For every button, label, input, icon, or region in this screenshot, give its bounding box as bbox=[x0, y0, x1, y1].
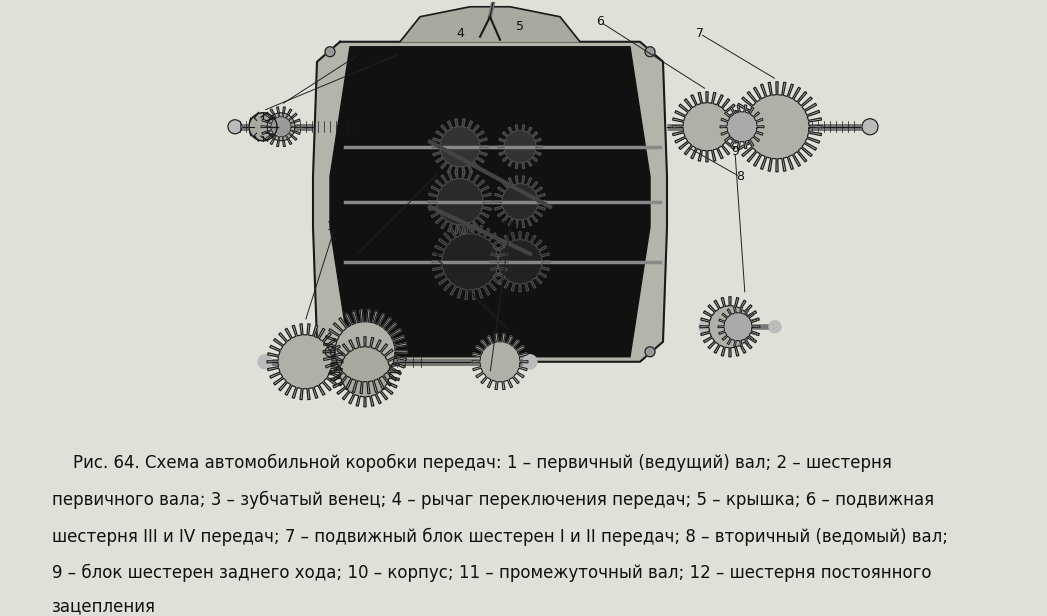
Text: 1: 1 bbox=[351, 250, 359, 263]
Circle shape bbox=[325, 347, 335, 357]
Polygon shape bbox=[672, 92, 742, 162]
Text: 5: 5 bbox=[516, 20, 524, 33]
Text: 2: 2 bbox=[356, 47, 364, 60]
Text: 6: 6 bbox=[596, 15, 604, 28]
Polygon shape bbox=[400, 7, 580, 42]
Circle shape bbox=[645, 347, 655, 357]
Text: 4: 4 bbox=[456, 27, 464, 40]
Text: 9 – блок шестерен заднего хода; 10 – корпус; 11 – промежуточный вал; 12 – шестер: 9 – блок шестерен заднего хода; 10 – кор… bbox=[52, 564, 932, 583]
Polygon shape bbox=[324, 310, 407, 394]
Circle shape bbox=[325, 47, 335, 57]
Polygon shape bbox=[720, 105, 764, 148]
Circle shape bbox=[258, 355, 272, 369]
Text: шестерня III и IV передач; 7 – подвижный блок шестерен I и II передач; 8 – втори: шестерня III и IV передач; 7 – подвижный… bbox=[52, 527, 949, 546]
Polygon shape bbox=[330, 47, 650, 357]
Polygon shape bbox=[267, 324, 343, 400]
Polygon shape bbox=[498, 125, 542, 169]
Polygon shape bbox=[472, 334, 528, 389]
Polygon shape bbox=[494, 176, 545, 228]
Circle shape bbox=[645, 47, 655, 57]
Circle shape bbox=[228, 120, 242, 134]
Circle shape bbox=[249, 113, 277, 141]
Text: 8: 8 bbox=[736, 170, 744, 184]
Circle shape bbox=[862, 119, 878, 135]
Text: первичного вала; 3 – зубчатый венец; 4 – рычаг переключения передач; 5 – крышка;: первичного вала; 3 – зубчатый венец; 4 –… bbox=[52, 490, 935, 509]
Text: 12: 12 bbox=[327, 221, 342, 233]
Text: 3: 3 bbox=[396, 47, 404, 60]
Text: Рис. 64. Схема автомобильной коробки передач: 1 – первичный (ведущий) вал; 2 – ш: Рис. 64. Схема автомобильной коробки пер… bbox=[52, 453, 892, 472]
Polygon shape bbox=[313, 42, 667, 362]
Circle shape bbox=[699, 321, 711, 333]
Text: 10: 10 bbox=[503, 221, 518, 233]
Polygon shape bbox=[432, 119, 488, 174]
Text: 7: 7 bbox=[696, 27, 704, 40]
Text: 11: 11 bbox=[427, 250, 443, 263]
Polygon shape bbox=[330, 337, 400, 407]
Polygon shape bbox=[700, 297, 760, 357]
Polygon shape bbox=[261, 107, 300, 147]
Polygon shape bbox=[428, 170, 492, 233]
Text: 9: 9 bbox=[731, 145, 739, 158]
Text: зацепления: зацепления bbox=[52, 598, 156, 615]
Circle shape bbox=[524, 355, 537, 369]
Polygon shape bbox=[732, 82, 822, 172]
Polygon shape bbox=[432, 224, 508, 299]
Polygon shape bbox=[718, 307, 758, 347]
Polygon shape bbox=[490, 232, 550, 292]
Circle shape bbox=[768, 321, 781, 333]
Polygon shape bbox=[267, 113, 295, 140]
